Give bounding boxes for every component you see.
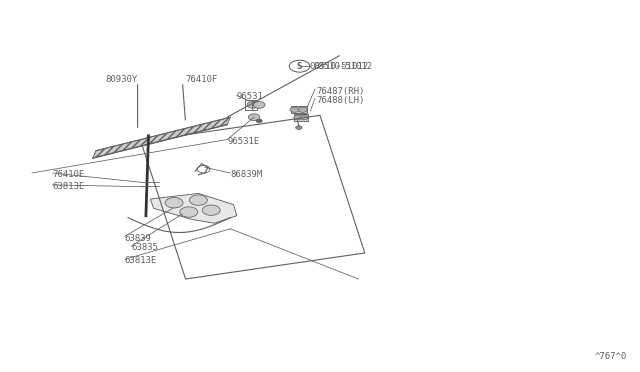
Circle shape: [298, 107, 307, 112]
Circle shape: [189, 195, 207, 205]
Circle shape: [248, 114, 260, 121]
Circle shape: [253, 102, 265, 108]
Text: 96531: 96531: [237, 92, 264, 101]
Text: 63813E: 63813E: [52, 182, 84, 190]
Text: 76487(RH): 76487(RH): [317, 87, 365, 96]
Bar: [294, 114, 308, 121]
Text: 08510-51012: 08510-51012: [310, 62, 369, 71]
Text: 76410E: 76410E: [52, 170, 84, 179]
Text: 76410F: 76410F: [186, 76, 218, 84]
Text: S: S: [297, 62, 302, 71]
Text: ^767^0: ^767^0: [595, 352, 627, 361]
Text: 96531E: 96531E: [227, 137, 259, 146]
Circle shape: [290, 107, 299, 112]
Text: 63839: 63839: [125, 234, 152, 243]
Circle shape: [300, 115, 308, 120]
Circle shape: [294, 115, 301, 120]
Circle shape: [296, 126, 302, 129]
Circle shape: [247, 102, 259, 108]
Circle shape: [165, 198, 183, 208]
Polygon shape: [93, 117, 230, 158]
Polygon shape: [150, 193, 237, 223]
Circle shape: [202, 205, 220, 215]
Text: 63813E: 63813E: [125, 256, 157, 265]
Text: 63835: 63835: [131, 243, 158, 252]
Bar: [291, 106, 307, 113]
Text: 86839M: 86839M: [230, 170, 262, 179]
Bar: [245, 100, 257, 110]
Text: 76488(LH): 76488(LH): [317, 96, 365, 105]
Text: 80930Y: 80930Y: [106, 76, 138, 84]
Circle shape: [256, 119, 262, 123]
Text: 08510-51012: 08510-51012: [314, 62, 372, 71]
Circle shape: [180, 207, 198, 217]
